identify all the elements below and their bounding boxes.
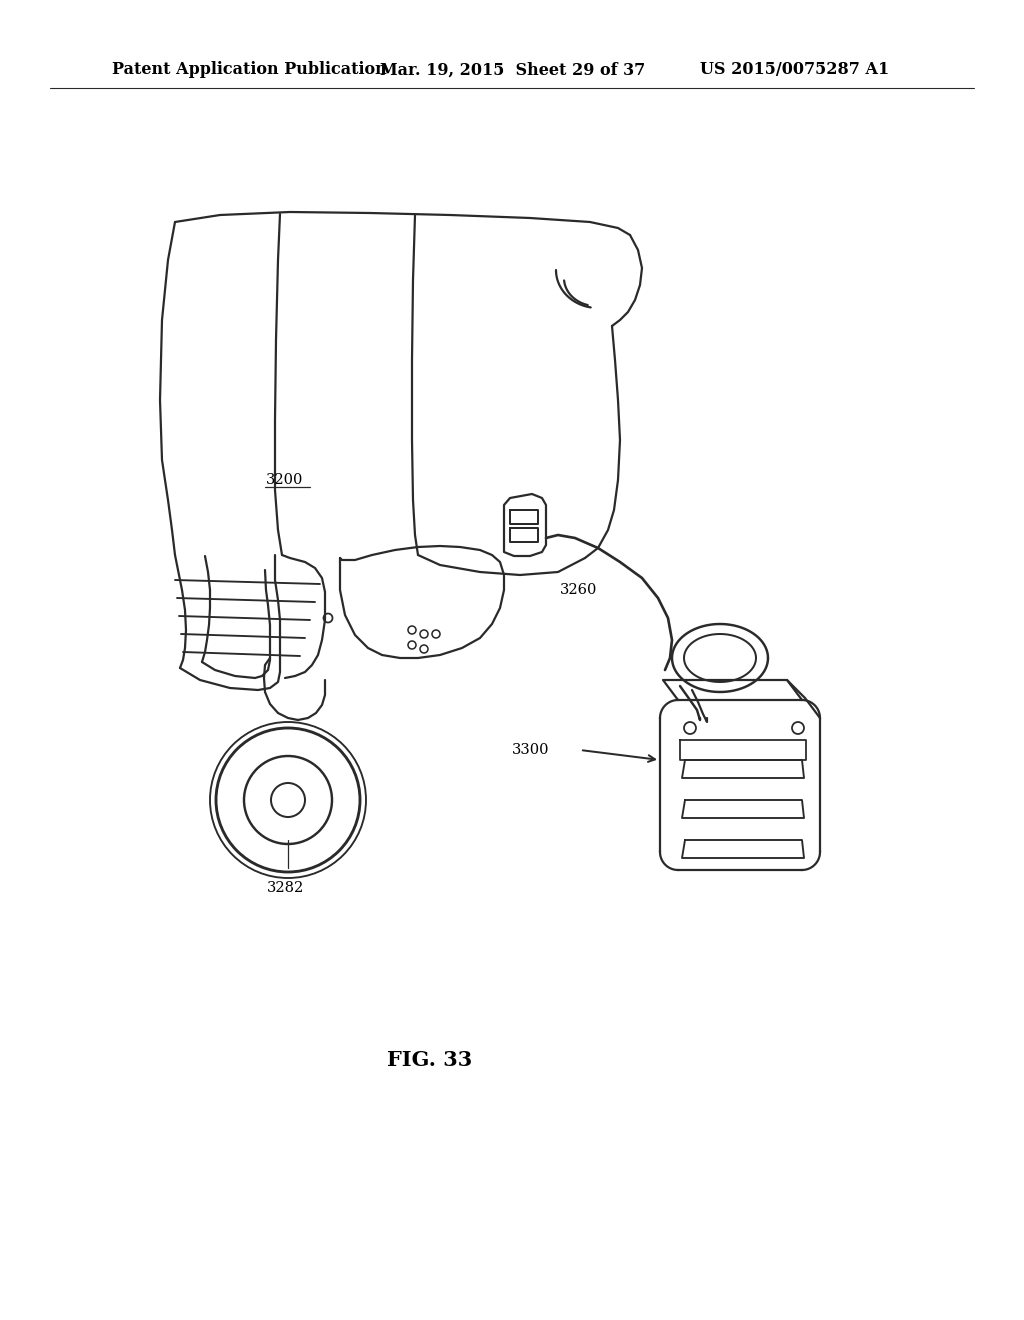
Text: 3200: 3200 <box>266 473 304 487</box>
Text: 3300: 3300 <box>512 743 550 756</box>
Text: Mar. 19, 2015  Sheet 29 of 37: Mar. 19, 2015 Sheet 29 of 37 <box>380 62 645 78</box>
Text: Patent Application Publication: Patent Application Publication <box>112 62 387 78</box>
Text: 3282: 3282 <box>266 880 304 895</box>
Text: FIG. 33: FIG. 33 <box>387 1049 473 1071</box>
Text: 3260: 3260 <box>560 583 597 597</box>
Text: US 2015/0075287 A1: US 2015/0075287 A1 <box>700 62 889 78</box>
